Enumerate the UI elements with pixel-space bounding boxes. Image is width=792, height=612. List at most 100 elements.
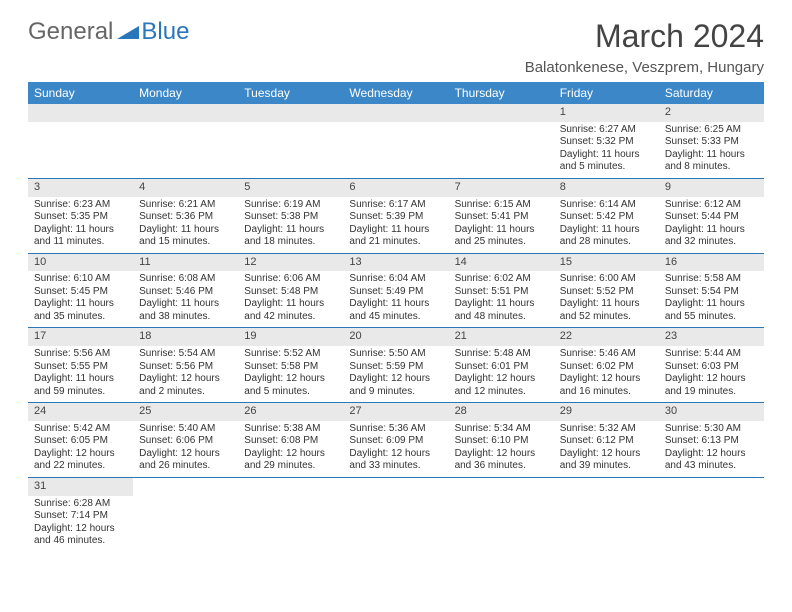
day-number: 18 [133,328,238,346]
daylight: and 35 minutes. [34,311,127,324]
sunset: Sunset: 5:58 PM [244,361,337,374]
sunset: Sunset: 6:10 PM [455,435,548,448]
sunrise: Sunrise: 6:10 AM [34,273,127,286]
day-details: Sunrise: 5:42 AMSunset: 6:05 PMDaylight:… [28,421,133,477]
daylight: Daylight: 11 hours [34,298,127,311]
calendar-row: 17Sunrise: 5:56 AMSunset: 5:55 PMDayligh… [28,328,764,403]
sunset: Sunset: 6:08 PM [244,435,337,448]
calendar-cell: 21Sunrise: 5:48 AMSunset: 6:01 PMDayligh… [449,328,554,403]
sunset: Sunset: 5:45 PM [34,286,127,299]
day-details: Sunrise: 6:19 AMSunset: 5:38 PMDaylight:… [238,197,343,253]
day-number: 9 [659,179,764,197]
day-number: 4 [133,179,238,197]
daylight: Daylight: 11 hours [34,373,127,386]
sunset: Sunset: 5:33 PM [665,136,758,149]
day-number: 27 [343,403,448,421]
day-number-empty [449,104,554,122]
calendar-cell [449,477,554,551]
day-number: 19 [238,328,343,346]
daylight: Daylight: 12 hours [244,448,337,461]
sunrise: Sunrise: 6:28 AM [34,498,127,511]
day-number: 21 [449,328,554,346]
calendar-cell: 11Sunrise: 6:08 AMSunset: 5:46 PMDayligh… [133,253,238,328]
day-details: Sunrise: 5:44 AMSunset: 6:03 PMDaylight:… [659,346,764,402]
day-details: Sunrise: 6:28 AMSunset: 7:14 PMDaylight:… [28,496,133,552]
day-details: Sunrise: 6:15 AMSunset: 5:41 PMDaylight:… [449,197,554,253]
daylight: Daylight: 12 hours [139,373,232,386]
day-details: Sunrise: 5:30 AMSunset: 6:13 PMDaylight:… [659,421,764,477]
sunrise: Sunrise: 6:27 AM [560,124,653,137]
daylight: and 22 minutes. [34,460,127,473]
sunrise: Sunrise: 5:52 AM [244,348,337,361]
daylight: and 32 minutes. [665,236,758,249]
daylight: Daylight: 12 hours [560,373,653,386]
sunset: Sunset: 5:44 PM [665,211,758,224]
daylight: Daylight: 12 hours [349,448,442,461]
day-number-empty [28,104,133,122]
day-number: 2 [659,104,764,122]
daylight: Daylight: 11 hours [34,224,127,237]
day-number: 3 [28,179,133,197]
sunset: Sunset: 5:35 PM [34,211,127,224]
daylight: and 26 minutes. [139,460,232,473]
day-details: Sunrise: 6:21 AMSunset: 5:36 PMDaylight:… [133,197,238,253]
dow-header: Wednesday [343,82,448,104]
sunset: Sunset: 6:02 PM [560,361,653,374]
dow-header: Saturday [659,82,764,104]
sunset: Sunset: 6:13 PM [665,435,758,448]
daylight: Daylight: 11 hours [665,298,758,311]
daylight: Daylight: 11 hours [560,298,653,311]
calendar-cell: 29Sunrise: 5:32 AMSunset: 6:12 PMDayligh… [554,403,659,478]
daylight: and 16 minutes. [560,386,653,399]
sunrise: Sunrise: 5:56 AM [34,348,127,361]
sunset: Sunset: 6:06 PM [139,435,232,448]
daylight: and 5 minutes. [244,386,337,399]
header: General Blue March 2024 Balatonkenese, V… [28,18,764,76]
calendar-cell: 5Sunrise: 6:19 AMSunset: 5:38 PMDaylight… [238,178,343,253]
calendar-row: 1Sunrise: 6:27 AMSunset: 5:32 PMDaylight… [28,104,764,178]
calendar-cell [343,104,448,178]
calendar-cell: 15Sunrise: 6:00 AMSunset: 5:52 PMDayligh… [554,253,659,328]
day-details: Sunrise: 5:46 AMSunset: 6:02 PMDaylight:… [554,346,659,402]
sunrise: Sunrise: 6:15 AM [455,199,548,212]
day-number-empty [133,104,238,122]
daylight: and 9 minutes. [349,386,442,399]
day-details: Sunrise: 6:10 AMSunset: 5:45 PMDaylight:… [28,271,133,327]
sunrise: Sunrise: 6:12 AM [665,199,758,212]
calendar-cell [133,477,238,551]
sunrise: Sunrise: 5:44 AM [665,348,758,361]
calendar-cell: 22Sunrise: 5:46 AMSunset: 6:02 PMDayligh… [554,328,659,403]
daylight: Daylight: 11 hours [244,224,337,237]
calendar-cell: 16Sunrise: 5:58 AMSunset: 5:54 PMDayligh… [659,253,764,328]
sunrise: Sunrise: 5:40 AM [139,423,232,436]
sunrise: Sunrise: 6:02 AM [455,273,548,286]
daylight: and 48 minutes. [455,311,548,324]
daylight: Daylight: 11 hours [349,224,442,237]
daylight: and 43 minutes. [665,460,758,473]
sunrise: Sunrise: 6:04 AM [349,273,442,286]
sunrise: Sunrise: 5:34 AM [455,423,548,436]
daylight: and 55 minutes. [665,311,758,324]
sunset: Sunset: 5:55 PM [34,361,127,374]
calendar-cell: 24Sunrise: 5:42 AMSunset: 6:05 PMDayligh… [28,403,133,478]
calendar-cell: 27Sunrise: 5:36 AMSunset: 6:09 PMDayligh… [343,403,448,478]
day-details: Sunrise: 6:14 AMSunset: 5:42 PMDaylight:… [554,197,659,253]
day-number: 23 [659,328,764,346]
daylight: and 11 minutes. [34,236,127,249]
day-details: Sunrise: 5:40 AMSunset: 6:06 PMDaylight:… [133,421,238,477]
sunrise: Sunrise: 6:23 AM [34,199,127,212]
month-title: March 2024 [525,18,764,55]
calendar-cell: 13Sunrise: 6:04 AMSunset: 5:49 PMDayligh… [343,253,448,328]
daylight: Daylight: 11 hours [665,224,758,237]
day-details: Sunrise: 5:58 AMSunset: 5:54 PMDaylight:… [659,271,764,327]
daylight: and 38 minutes. [139,311,232,324]
day-details: Sunrise: 5:50 AMSunset: 5:59 PMDaylight:… [343,346,448,402]
sunset: Sunset: 5:36 PM [139,211,232,224]
calendar-row: 24Sunrise: 5:42 AMSunset: 6:05 PMDayligh… [28,403,764,478]
logo-text-2: Blue [141,18,189,46]
daylight: Daylight: 12 hours [665,448,758,461]
sunrise: Sunrise: 6:25 AM [665,124,758,137]
sunrise: Sunrise: 6:00 AM [560,273,653,286]
logo-triangle-icon [117,18,139,46]
sunset: Sunset: 5:52 PM [560,286,653,299]
